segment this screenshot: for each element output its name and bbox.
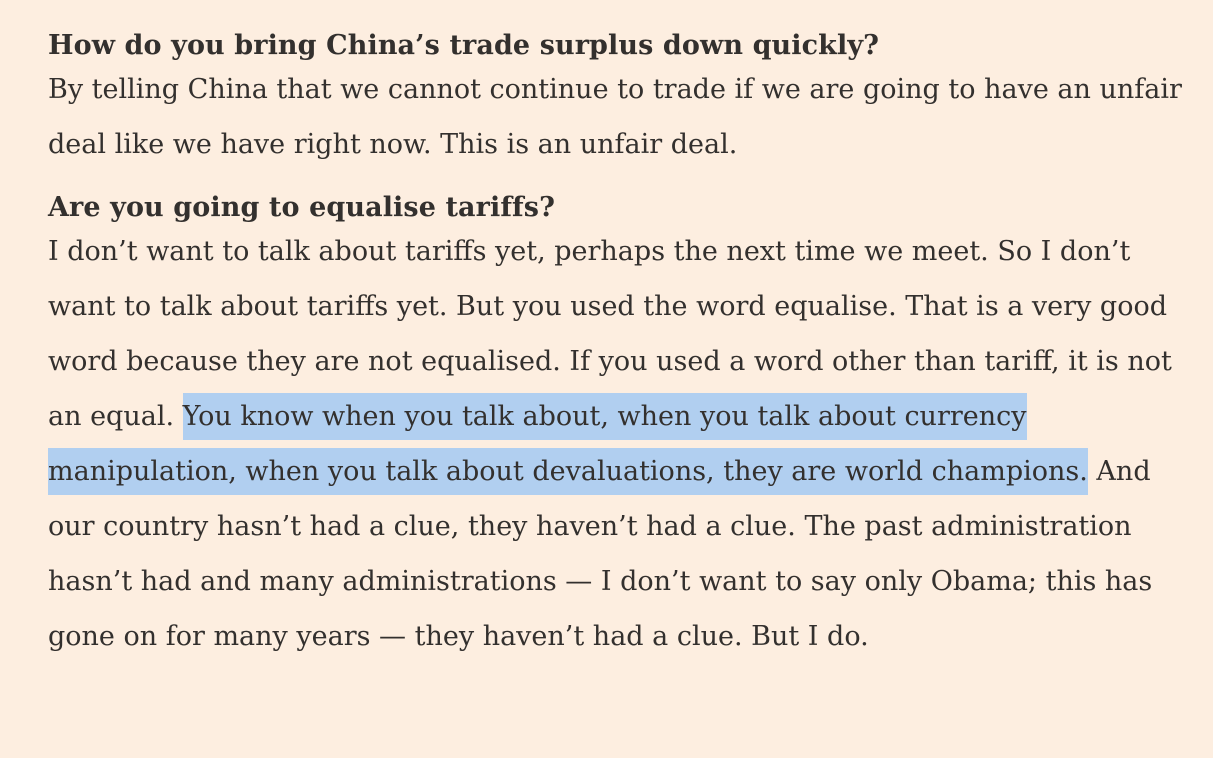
qa-section-tariffs: Are you going to equalise tariffs? I don… [48,188,1198,664]
selected-text-highlight[interactable]: You know when you talk about, when you t… [48,393,1088,495]
answer-text[interactable]: I don’t want to talk about tariffs yet, … [48,236,1172,432]
interview-answer[interactable]: I don’t want to talk about tariffs yet, … [48,224,1198,664]
interview-question[interactable]: How do you bring China’s trade surplus d… [48,30,880,61]
interview-question[interactable]: Are you going to equalise tariffs? [48,192,555,223]
answer-text[interactable]: And our country hasn’t had a clue, they … [48,456,1153,652]
interview-answer[interactable]: By telling China that we cannot continue… [48,74,1182,160]
article-body: How do you bring China’s trade surplus d… [48,26,1198,664]
qa-section-trade-surplus: How do you bring China’s trade surplus d… [48,26,1198,172]
